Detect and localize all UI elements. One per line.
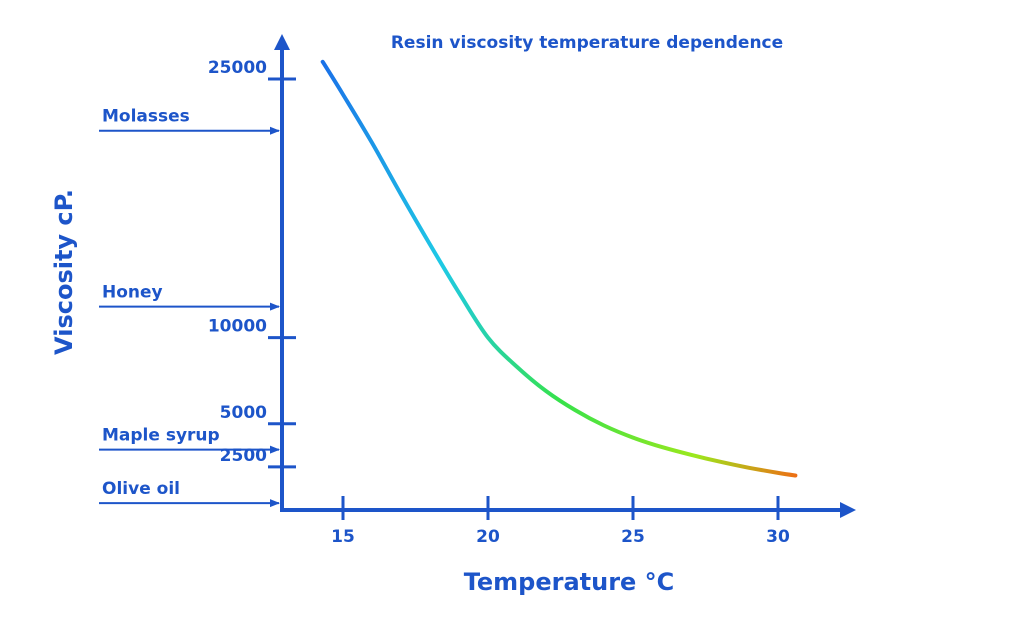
y-tick-label: 10000: [208, 317, 267, 337]
y-tick-label: 5000: [220, 403, 267, 423]
x-tick-label: 30: [766, 527, 790, 547]
x-axis-arrow-icon: [840, 502, 856, 518]
chart-title: Resin viscosity temperature dependence: [391, 33, 783, 53]
y-axis-arrow-icon: [274, 34, 290, 50]
x-axis-label: Temperature °C: [464, 568, 675, 596]
y-axis-label: Viscosity cP.: [50, 189, 78, 355]
reference-label: Honey: [102, 283, 163, 303]
y-tick-label: 25000: [208, 58, 267, 78]
reference-label: Molasses: [102, 107, 190, 127]
y-tick-label: 2500: [220, 446, 267, 466]
reference-label: Olive oil: [102, 479, 180, 499]
x-tick-label: 15: [331, 527, 355, 547]
x-tick-label: 25: [621, 527, 645, 547]
viscosity-curve: [320, 59, 798, 478]
reference-label: Maple syrup: [102, 426, 220, 446]
x-tick-label: 20: [476, 527, 500, 547]
